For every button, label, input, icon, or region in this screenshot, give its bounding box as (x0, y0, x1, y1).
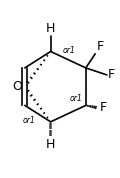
Text: H: H (46, 138, 55, 151)
Text: O: O (12, 80, 22, 93)
Text: F: F (108, 68, 115, 81)
Text: F: F (96, 40, 103, 53)
Text: F: F (100, 101, 107, 114)
Text: H: H (46, 22, 55, 35)
Text: or1: or1 (23, 116, 35, 125)
Text: or1: or1 (69, 94, 82, 103)
Text: or1: or1 (62, 46, 75, 55)
